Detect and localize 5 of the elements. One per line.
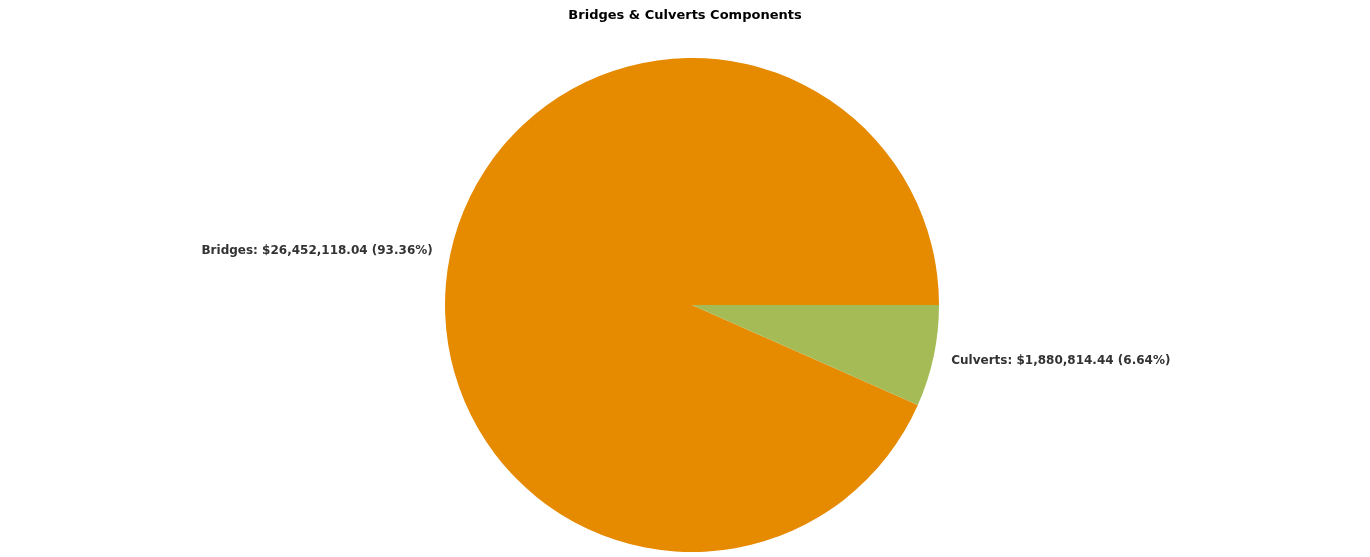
slice-label: Culverts: $1,880,814.44 (6.64%) [951, 352, 1171, 367]
pie-slice [445, 58, 939, 552]
chart-title: Bridges & Culverts Components [568, 7, 802, 22]
slice-label: Bridges: $26,452,118.04 (93.36%) [201, 243, 433, 258]
pie-slice [692, 305, 939, 406]
